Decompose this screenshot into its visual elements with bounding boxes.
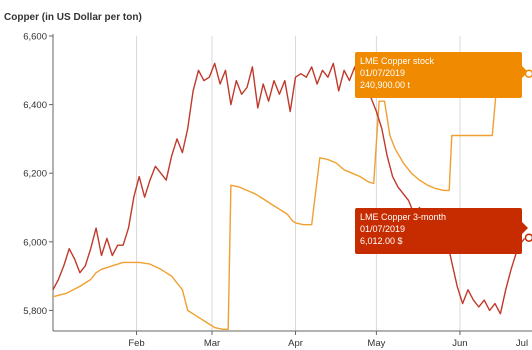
tooltip-box: [355, 52, 522, 98]
tooltip-line: LME Copper 3-month: [360, 212, 446, 222]
series-lines: [52, 62, 526, 330]
y-tick-label: 6,000: [23, 237, 47, 248]
tooltip-1: LME Copper 3-month 01/07/2019 6,012.00 $: [355, 208, 528, 254]
tooltip-line: 01/07/2019: [360, 224, 405, 234]
tooltip-line: 01/07/2019: [360, 68, 405, 78]
tooltip-line: LME Copper stock: [360, 56, 435, 66]
y-tick-label: 5,800: [23, 306, 47, 317]
series-line-0: [52, 72, 525, 330]
y-tick-label: 6,200: [23, 169, 47, 180]
hover-marker: [524, 69, 532, 78]
x-tick-label: Feb: [128, 338, 144, 349]
x-tick-label: May: [367, 338, 385, 349]
tooltip-pointer: [522, 222, 528, 234]
series-line-1: [52, 62, 526, 315]
y-axis: 5,800 6,000 6,200 6,400 6,600: [23, 32, 54, 331]
tooltip-line: 240,900.00 t: [360, 80, 411, 90]
x-tick-label: Mar: [204, 338, 220, 349]
tooltip-line: 6,012.00 $: [360, 236, 403, 246]
y-tick-label: 6,600: [23, 32, 47, 43]
tooltip-0: LME Copper stock 01/07/2019 240,900.00 t: [355, 52, 528, 98]
chart-title: Copper (in US Dollar per ton): [4, 12, 142, 23]
hover-marker: [524, 233, 532, 242]
x-tick-label: Jun: [452, 338, 467, 349]
x-tick-label: Jul: [516, 338, 528, 349]
tooltip-pointer: [522, 66, 528, 78]
x-axis: Feb Mar Apr May Jun Jul: [53, 330, 532, 349]
y-tick-label: 6,400: [23, 100, 47, 111]
x-tick-label: Apr: [288, 338, 303, 349]
tooltip-box: [355, 208, 522, 254]
